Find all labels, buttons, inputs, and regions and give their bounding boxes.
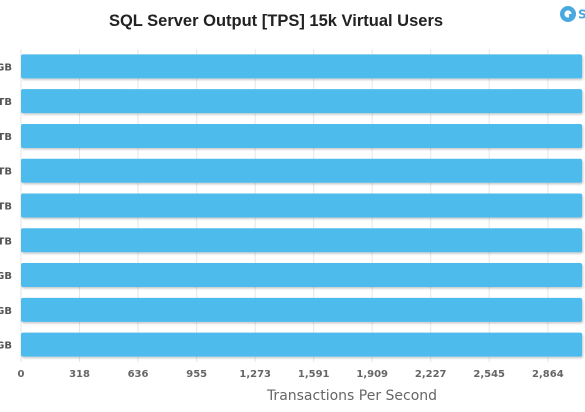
category-label: GB [0,341,12,352]
chart-title: SQL Server Output [TPS] 15k Virtual User… [108,12,444,30]
bar[interactable] [21,54,583,79]
x-axis-title: Transactions Per Second [266,388,437,404]
logo: S [556,3,585,25]
bar[interactable] [21,193,583,218]
bar[interactable] [21,263,583,288]
x-tick-label: 1,591 [298,369,330,380]
bars [21,54,583,357]
x-axis-ticks: 0 318 636 955 1,273 1,591 1,909 2,227 2,545 2,864 [18,369,564,380]
category-label: GB [0,271,12,282]
x-tick-label: 2,864 [532,369,564,380]
x-tick-label: 318 [69,369,90,380]
x-tick-label: 1,909 [356,369,388,380]
x-tick-label: 636 [128,369,149,380]
bar[interactable] [21,228,583,253]
bar[interactable] [21,297,583,322]
x-tick-label: 1,273 [239,369,271,380]
bar[interactable] [21,158,583,183]
bar[interactable] [21,123,583,148]
bar[interactable] [21,89,583,114]
x-tick-label: 2,545 [473,369,505,380]
x-tick-label: 0 [18,369,25,380]
svg-text:S: S [578,8,585,22]
category-label: TB [0,132,12,143]
x-tick-label: 2,227 [415,369,447,380]
bar[interactable] [21,332,583,357]
category-label: GB [0,306,12,317]
category-label: TB [0,97,12,108]
x-tick-label: 955 [186,369,207,380]
category-label: TB [0,236,12,247]
category-label: TB [0,202,12,213]
category-labels: GB TB TB TB TB TB GB GB GB [0,62,12,351]
category-label: GB [0,62,12,73]
category-label: TB [0,167,12,178]
